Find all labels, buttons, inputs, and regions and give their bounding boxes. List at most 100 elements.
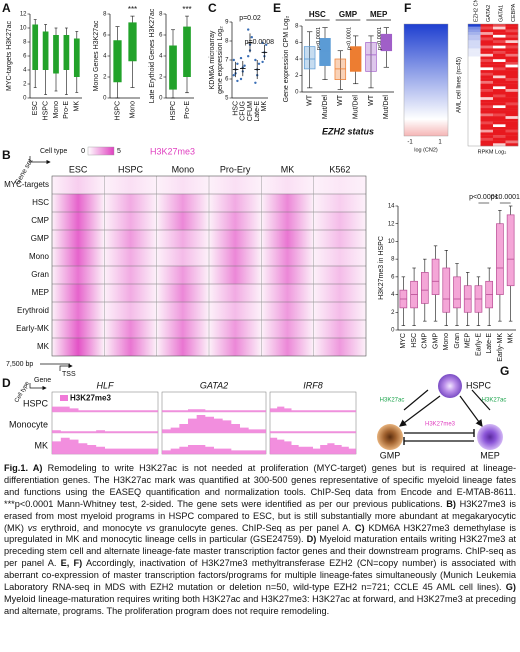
box bbox=[420, 272, 429, 304]
column-label: Pro-Ery bbox=[220, 164, 251, 174]
heat-cell bbox=[505, 45, 519, 49]
heat-cell bbox=[505, 53, 519, 57]
caption: Fig.1. A) Remodeling to write H3K27ac is… bbox=[4, 463, 516, 651]
caption-text: Fig.1. A) bbox=[4, 463, 43, 473]
group-label: HSC bbox=[309, 10, 326, 19]
heat-cell bbox=[505, 42, 519, 46]
heat-cell bbox=[468, 135, 481, 139]
heat-cell bbox=[468, 118, 481, 122]
row-label: MYC-targets bbox=[4, 180, 49, 189]
box bbox=[380, 33, 393, 52]
row-label: Gran bbox=[31, 270, 49, 279]
box bbox=[303, 46, 316, 70]
heat-cell bbox=[157, 230, 208, 248]
data-point bbox=[236, 79, 239, 83]
heat-cell bbox=[493, 24, 506, 27]
column-label: EZH2 CN bbox=[474, 0, 480, 22]
y-tick-label: 6 bbox=[391, 274, 395, 280]
heat-cell bbox=[493, 45, 506, 49]
heat-cell bbox=[157, 284, 208, 302]
heat-cell bbox=[493, 113, 506, 117]
data-point bbox=[257, 62, 261, 65]
row-label: GMP bbox=[31, 234, 49, 243]
x-tick-label: Mut/Del bbox=[383, 95, 390, 120]
gene-label: HLF bbox=[96, 380, 114, 390]
heat-cell bbox=[468, 42, 481, 46]
y-axis-label: MYC-targets H3K27ac bbox=[6, 20, 13, 91]
heat-cell bbox=[480, 137, 494, 141]
gene-label: Gene bbox=[34, 377, 51, 384]
heat-cell bbox=[493, 26, 506, 30]
heat-cell bbox=[505, 67, 519, 71]
data-point bbox=[261, 60, 264, 64]
y-tick-label: 2 bbox=[23, 82, 27, 88]
cell-type-label: Cell type bbox=[40, 148, 67, 155]
x-tick-label: Early-MK bbox=[497, 333, 504, 362]
p-value: p<0.0001 bbox=[316, 27, 322, 50]
box bbox=[53, 35, 59, 74]
caption-text: Myeloid maturation entails writing H3K27… bbox=[4, 534, 516, 569]
y-tick-label: 10 bbox=[388, 239, 395, 245]
caption-text: B) bbox=[446, 498, 456, 509]
heat-cell bbox=[480, 102, 494, 106]
heat-cell bbox=[53, 284, 104, 302]
x-tick-label: CMP bbox=[422, 333, 429, 349]
heat-cell bbox=[210, 230, 261, 248]
heat-cell bbox=[105, 194, 156, 212]
data-point bbox=[232, 58, 235, 62]
heat-cell bbox=[105, 266, 156, 284]
y-tick-label: 6 bbox=[225, 77, 229, 83]
heat-cell bbox=[314, 194, 365, 212]
heat-cell bbox=[505, 108, 519, 111]
heat-cell bbox=[468, 24, 481, 27]
heat-cell bbox=[468, 94, 481, 98]
heat-cell bbox=[493, 102, 506, 106]
heat-cell bbox=[493, 127, 506, 130]
heat-cell bbox=[493, 97, 506, 101]
colorbar-label: RPKM Log₂ bbox=[478, 149, 507, 155]
heat-cell bbox=[505, 80, 519, 84]
heat-cell bbox=[480, 32, 494, 36]
heat-cell bbox=[262, 212, 313, 230]
signal-track bbox=[52, 437, 158, 454]
heat-cell bbox=[468, 64, 481, 68]
y-tick-label: 10 bbox=[20, 26, 27, 32]
heat-cell bbox=[468, 108, 481, 111]
y-tick-label: 12 bbox=[20, 12, 27, 18]
gene-label: GATA2 bbox=[200, 380, 228, 390]
panel-label: D bbox=[2, 376, 11, 390]
heat-cell bbox=[480, 99, 494, 103]
panel-label: C bbox=[208, 1, 217, 15]
heat-cell bbox=[262, 284, 313, 302]
heat-cell bbox=[505, 105, 519, 109]
x-tick-label: Mut/Del bbox=[353, 95, 360, 120]
heat-cell bbox=[480, 70, 494, 73]
y-tick-label: 4 bbox=[23, 68, 27, 74]
heat-cell bbox=[157, 212, 208, 230]
data-point bbox=[247, 28, 250, 31]
heat-cell bbox=[210, 176, 261, 194]
heat-cell bbox=[468, 143, 481, 147]
panel-label: A bbox=[2, 1, 11, 15]
column-label: MK bbox=[281, 164, 295, 174]
heat-cell bbox=[480, 91, 494, 95]
p-value: p<0.0001 bbox=[491, 194, 520, 201]
heat-cell bbox=[480, 48, 494, 52]
heat-cell bbox=[105, 320, 156, 338]
heat-cell bbox=[480, 29, 494, 33]
heat-cell bbox=[505, 37, 519, 41]
heat-cell bbox=[468, 97, 481, 101]
heat-cell bbox=[468, 40, 481, 44]
heat-cell bbox=[505, 129, 519, 133]
box bbox=[506, 214, 515, 287]
colorbar bbox=[403, 23, 449, 137]
caption-text: E, F) bbox=[60, 558, 83, 569]
heat-cell bbox=[505, 99, 519, 103]
heat-cell bbox=[480, 53, 494, 57]
column-label: HSPC bbox=[118, 164, 144, 174]
heat-cell bbox=[468, 124, 481, 128]
heat-cell bbox=[314, 176, 365, 194]
heat-cell bbox=[262, 248, 313, 266]
heat-cell bbox=[480, 34, 494, 38]
heat-cell bbox=[468, 86, 481, 90]
